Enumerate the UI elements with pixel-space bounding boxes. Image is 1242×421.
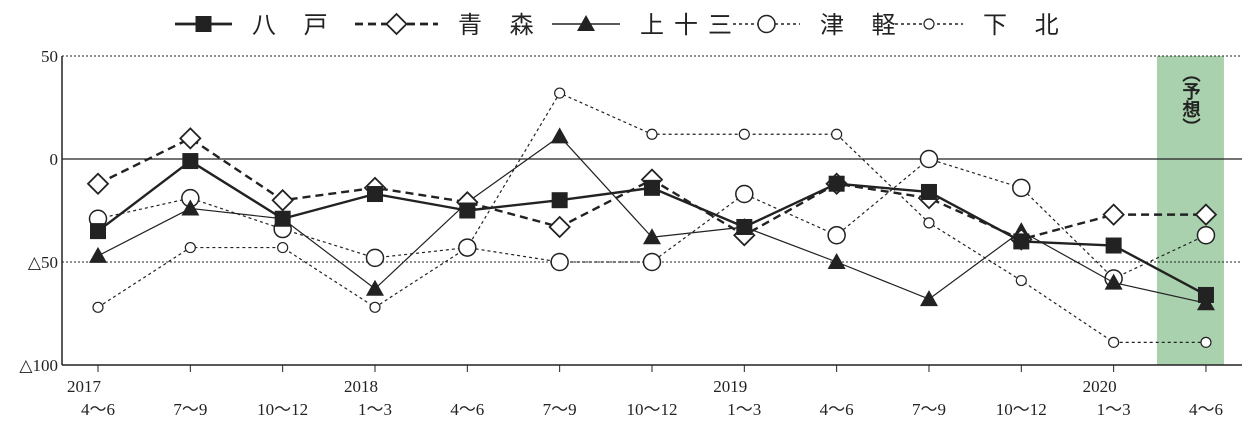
x-tick-label: 10〜12	[996, 400, 1047, 419]
x-tick-label: 4〜6	[820, 400, 854, 419]
data-point	[919, 290, 938, 307]
x-tick-year-label: 2020	[1083, 377, 1117, 396]
x-tick-label: 4〜6	[1189, 400, 1223, 419]
data-point	[548, 215, 571, 239]
x-tick-label: 7〜9	[543, 400, 577, 419]
data-point	[1196, 225, 1216, 245]
data-point	[643, 179, 660, 196]
legend-marker	[577, 15, 595, 31]
data-point	[1102, 203, 1125, 226]
series-line	[97, 135, 1207, 304]
legend-marker	[195, 16, 212, 32]
data-point	[365, 279, 384, 296]
data-point	[827, 225, 846, 245]
y-tick-label: 50	[41, 47, 58, 66]
x-tick-label: 7〜9	[173, 400, 207, 419]
legend-item: 青 森	[355, 11, 544, 39]
legend-item: 津 軽	[733, 11, 906, 39]
legend-label: 八 戸	[252, 11, 338, 39]
data-point	[831, 128, 843, 140]
data-point	[1015, 274, 1027, 287]
x-tick-label: 7〜9	[912, 400, 946, 419]
x-tick-year-label: 2017	[67, 377, 102, 396]
legend-item: 上十三	[552, 11, 742, 39]
data-point	[1013, 233, 1030, 250]
data-point	[923, 217, 935, 229]
data-point	[184, 241, 196, 254]
x-tick-label: 10〜12	[257, 400, 308, 419]
y-tick-label: △100	[19, 356, 58, 375]
data-point	[1200, 336, 1212, 348]
data-point	[92, 301, 104, 313]
x-tick-label: 4〜6	[450, 400, 484, 419]
forecast-label: （予想）	[1179, 64, 1200, 136]
data-point	[551, 192, 568, 209]
data-point	[277, 241, 289, 254]
y-tick-label: △50	[28, 253, 58, 272]
data-point	[736, 218, 753, 235]
data-point	[458, 238, 477, 257]
x-tick-year-label: 2019	[713, 377, 747, 396]
data-point	[182, 153, 199, 170]
data-point	[181, 199, 200, 216]
legend-marker	[923, 18, 935, 30]
legend-label: 津 軽	[820, 11, 906, 39]
data-point	[642, 228, 661, 245]
data-point	[1108, 336, 1120, 348]
legend-item: 下 北	[895, 11, 1069, 39]
data-point	[828, 175, 845, 192]
data-point	[1012, 178, 1031, 198]
legend-item: 八 戸	[175, 11, 338, 39]
data-point	[459, 202, 476, 219]
data-point	[179, 127, 202, 150]
data-point	[920, 183, 937, 200]
data-point	[1194, 203, 1218, 226]
x-tick-label: 4〜6	[81, 400, 115, 419]
x-tick-label: 1〜3	[727, 400, 761, 419]
data-point	[365, 248, 385, 268]
legend-marker	[757, 14, 776, 34]
y-tick-label: 0	[50, 150, 59, 169]
data-point	[642, 252, 662, 272]
legend-marker	[385, 12, 408, 36]
data-point	[735, 184, 754, 204]
legend-label: 下 北	[983, 11, 1069, 39]
legend-label: 上十三	[640, 11, 742, 39]
data-point	[550, 252, 569, 272]
legend-label: 青 森	[458, 11, 544, 39]
data-point	[919, 149, 939, 169]
data-point	[89, 246, 107, 263]
data-point	[554, 87, 566, 99]
data-point	[86, 172, 110, 195]
data-point	[1105, 237, 1122, 254]
x-tick-year-label: 2018	[344, 377, 378, 396]
data-point	[369, 301, 381, 313]
data-point	[1104, 273, 1123, 290]
data-point	[1197, 286, 1214, 303]
data-point	[827, 253, 846, 269]
data-point	[738, 128, 750, 140]
data-point	[274, 210, 291, 227]
data-point	[366, 186, 383, 203]
x-tick-label: 10〜12	[626, 400, 677, 419]
data-point	[550, 127, 569, 144]
data-point	[90, 223, 106, 240]
x-tick-label: 1〜3	[1097, 400, 1131, 419]
data-point	[271, 188, 294, 212]
x-tick-label: 1〜3	[358, 400, 392, 419]
data-point	[646, 128, 658, 140]
